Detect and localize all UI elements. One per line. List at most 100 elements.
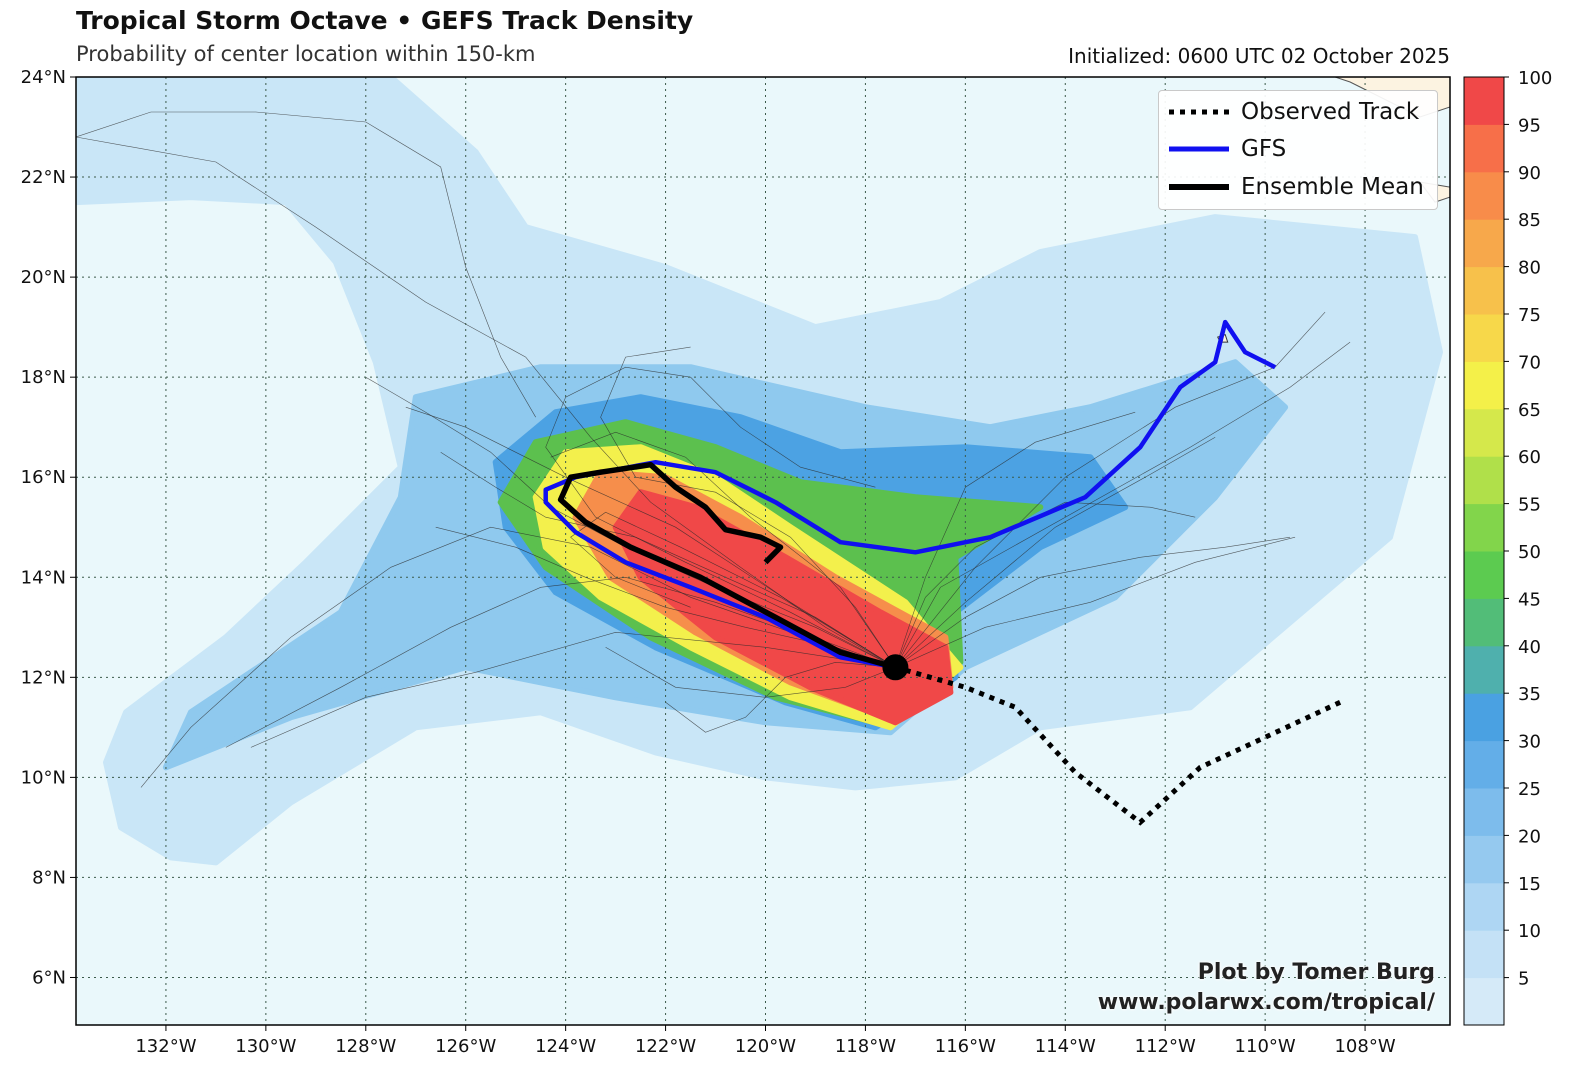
colorbar-step <box>1464 456 1504 505</box>
gfs-track <box>543 319 1277 670</box>
lon-tick-label: 132°W <box>135 1036 196 1057</box>
legend-item-observed: Observed Track <box>1159 94 1437 130</box>
ensemble-member-track <box>895 536 1291 668</box>
lon-tick-label: 118°W <box>835 1036 896 1057</box>
legend-label-observed: Observed Track <box>1241 99 1420 125</box>
lon-tick-label: 128°W <box>335 1036 396 1057</box>
colorbar-step <box>1464 788 1504 836</box>
lat-tick-label: 6°N <box>32 967 66 988</box>
ensemble-member-track <box>140 526 896 788</box>
ensemble-member-track <box>570 511 896 668</box>
colorbar-tick-label: 10 <box>1518 921 1541 942</box>
colorbar-tick-label: 80 <box>1518 258 1541 279</box>
ensemble-member-track <box>76 111 536 418</box>
colorbar-step <box>1464 503 1504 552</box>
colorbar-step <box>1464 835 1504 884</box>
colorbar-tick-label: 25 <box>1518 779 1541 800</box>
credit-author: Plot by Tomer Burg <box>1197 960 1435 985</box>
colorbar-step <box>1464 314 1504 362</box>
lon-tick-label: 108°W <box>1334 1036 1395 1057</box>
lat-tick-label: 14°N <box>21 567 66 588</box>
colorbar-tick-label: 45 <box>1518 589 1541 610</box>
colorbar-tick-label: 40 <box>1518 637 1541 658</box>
axis-labels: 132°W 130°W 128°W 126°W 124°W 122°W 120°W 118°W… <box>21 67 1396 1057</box>
lon-tick-label: 112°W <box>1135 1036 1196 1057</box>
black-line-icon <box>1169 184 1229 190</box>
colorbar-tick-label: 30 <box>1518 732 1541 753</box>
colorbar-tick-label: 5 <box>1518 969 1529 990</box>
colorbar-step <box>1464 171 1504 220</box>
colorbar-tick-label: 15 <box>1518 874 1541 895</box>
colorbar-step <box>1464 598 1504 647</box>
colorbar-step <box>1464 124 1504 173</box>
colorbar-step <box>1464 740 1504 789</box>
colorbar-step <box>1464 693 1504 742</box>
ensemble-member-track <box>250 631 896 748</box>
colorbar-tick-label: 20 <box>1518 826 1541 847</box>
colorbar-step <box>1464 266 1504 315</box>
colorbar-tick-label: 95 <box>1518 115 1541 136</box>
colorbar-step <box>1464 551 1504 599</box>
track-layer <box>543 319 1342 826</box>
ensemble-member-track <box>895 341 1351 668</box>
colorbar-step <box>1464 219 1504 268</box>
lon-tick-label: 120°W <box>735 1036 796 1057</box>
colorbar-step <box>1464 77 1504 125</box>
lat-tick-label: 10°N <box>21 767 66 788</box>
colorbar-tick-label: 90 <box>1518 163 1541 184</box>
ensemble-member-track <box>365 376 896 668</box>
lon-tick-label: 122°W <box>635 1036 696 1057</box>
colorbar-step <box>1464 930 1504 979</box>
gridlines <box>76 77 1450 1025</box>
ensemble-member-track <box>440 451 896 668</box>
colorbar-tick-label: 85 <box>1518 210 1541 231</box>
colorbar-tick-label: 75 <box>1518 305 1541 326</box>
lat-tick-label: 8°N <box>32 867 66 888</box>
colorbar: 5 10 15 20 25 30 35 40 45 50 55 60 65 70 75 80 85 90 95 100 <box>1463 68 1552 1026</box>
lat-tick-label: 22°N <box>21 167 66 188</box>
ensemble-member-track <box>665 661 896 733</box>
credit-url: www.polarwx.com/tropical/ <box>1097 990 1435 1015</box>
plot-frame <box>75 76 1451 1026</box>
colorbar-step <box>1464 361 1504 410</box>
ensemble-member-track <box>895 436 1216 668</box>
lat-tick-label: 24°N <box>21 67 66 88</box>
colorbar-step <box>1464 977 1504 1026</box>
chart-title: Tropical Storm Octave • GEFS Track Densi… <box>76 6 694 35</box>
lon-tick-label: 126°W <box>435 1036 496 1057</box>
colorbar-step <box>1464 645 1504 694</box>
ensemble-member-track <box>545 366 896 668</box>
colorbar-tick-label: 70 <box>1518 352 1541 373</box>
legend: Observed Track GFS Ensemble Mean <box>1158 90 1438 210</box>
legend-label-mean: Ensemble Mean <box>1241 174 1424 200</box>
blue-line-icon <box>1169 146 1229 152</box>
legend-item-gfs: GFS <box>1159 131 1437 167</box>
colorbar-tick-label: 55 <box>1518 495 1541 516</box>
colorbar-tick-label: 100 <box>1518 68 1552 89</box>
lon-tick-label: 130°W <box>235 1036 296 1057</box>
legend-item-mean: Ensemble Mean <box>1159 169 1437 205</box>
ensemble-member-track <box>895 411 1136 668</box>
colorbar-tick-label: 60 <box>1518 447 1541 468</box>
lon-tick-label: 116°W <box>935 1036 996 1057</box>
lat-tick-label: 12°N <box>21 667 66 688</box>
lat-tick-label: 16°N <box>21 467 66 488</box>
colorbar-tick-label: 65 <box>1518 400 1541 421</box>
lat-tick-label: 18°N <box>21 367 66 388</box>
lon-tick-label: 124°W <box>535 1036 596 1057</box>
ensemble-mean-track <box>557 461 897 670</box>
colorbar-step <box>1464 408 1504 457</box>
initialized-time: Initialized: 0600 UTC 02 October 2025 <box>1068 44 1450 68</box>
colorbar-tick-label: 35 <box>1518 684 1541 705</box>
ensemble-member-track <box>895 311 1326 668</box>
colorbar-tick-label: 50 <box>1518 542 1541 563</box>
legend-label-gfs: GFS <box>1241 136 1287 162</box>
observed-track <box>894 664 1342 826</box>
lat-tick-label: 20°N <box>21 267 66 288</box>
dotted-line-icon <box>1169 109 1229 115</box>
ensemble-member-track <box>405 406 896 668</box>
lon-tick-label: 114°W <box>1035 1036 1096 1057</box>
ensemble-member-track <box>895 536 1296 668</box>
ensemble-member-track <box>550 431 896 668</box>
